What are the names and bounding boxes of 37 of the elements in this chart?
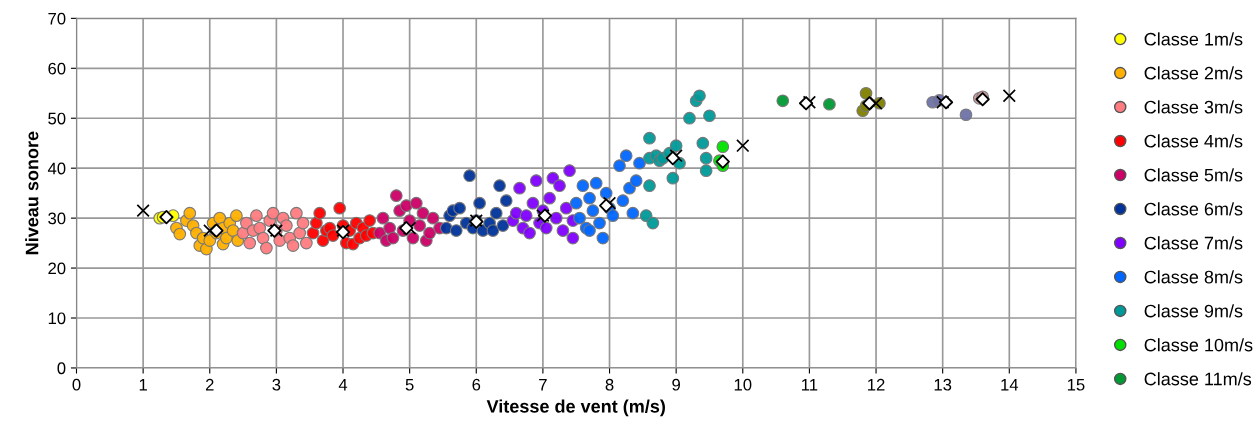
x-tick-label: 10 [734, 378, 752, 391]
legend-label: Classe 10m/s [1144, 338, 1253, 352]
y-tick-label: 10 [48, 312, 66, 325]
legend-label: Classe 9m/s [1144, 304, 1243, 318]
x-tick-label: 8 [605, 378, 614, 391]
legend-label: Classe 2m/s [1144, 66, 1243, 80]
y-tick-label: 50 [48, 112, 66, 125]
y-tick-label: 60 [48, 62, 66, 75]
legend-label: Classe 3m/s [1144, 100, 1243, 114]
x-tick-label: 7 [539, 378, 547, 391]
x-tick-label: 14 [1001, 378, 1019, 391]
x-tick-label: 6 [472, 378, 481, 391]
x-tick-label: 1 [139, 378, 147, 391]
x-tick-label: 3 [272, 378, 281, 391]
legend-label: Classe 7m/s [1144, 236, 1243, 250]
legend-label: Classe 4m/s [1144, 134, 1243, 148]
y-tick-label: 70 [48, 12, 66, 25]
x-tick-label: 11 [802, 378, 818, 391]
x-tick-label: 9 [672, 378, 680, 391]
x-tick-label: 4 [338, 378, 348, 391]
x-tick-label: 2 [205, 378, 214, 391]
legend-label: Classe 6m/s [1144, 202, 1243, 216]
y-tick-label: 30 [48, 212, 66, 225]
x-axis-title: Vitesse de vent (m/s) [486, 399, 665, 417]
y-axis-title: Niveau sonore [25, 131, 39, 255]
x-tick-label: 5 [405, 378, 414, 391]
y-tick-label: 40 [47, 162, 66, 175]
legend-label: Classe 1m/s [1144, 32, 1243, 46]
x-tick-label: 13 [934, 378, 952, 391]
legend-label: Classe 8m/s [1144, 270, 1243, 284]
x-tick-label: 0 [72, 378, 81, 391]
legend-label: Classe 11m/s [1144, 372, 1252, 386]
y-tick-label: 20 [48, 262, 66, 275]
x-tick-label: 15 [1067, 378, 1085, 391]
legend-label: Classe 5m/s [1144, 168, 1243, 182]
y-tick-label: 0 [57, 362, 66, 375]
x-tick-label: 12 [868, 378, 885, 391]
